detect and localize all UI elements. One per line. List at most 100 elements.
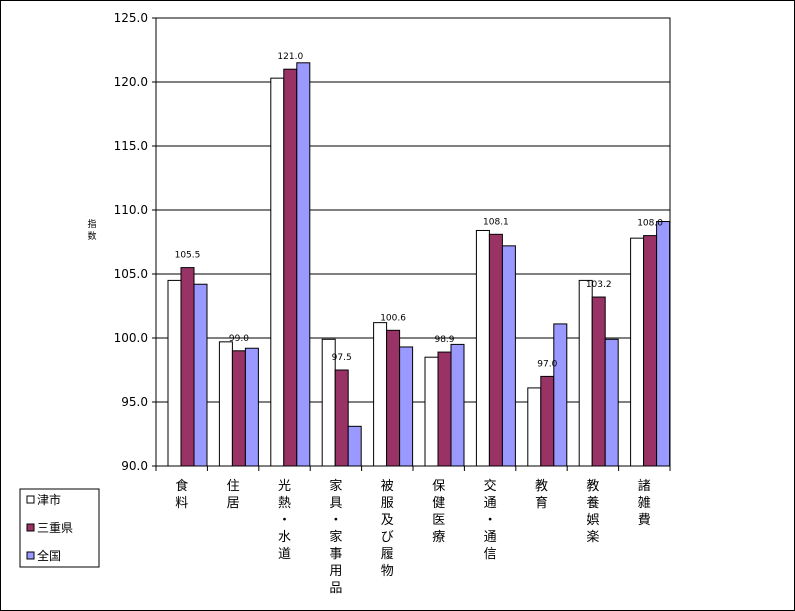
category-char: 費	[638, 513, 651, 528]
category-char: 熱	[278, 496, 291, 511]
category-char: 食	[175, 478, 188, 494]
y-tick-label: 100.0	[114, 331, 148, 345]
y-tick-label: 105.0	[114, 267, 148, 281]
legend-label: 全国	[37, 548, 61, 563]
category-char: 教	[535, 478, 548, 494]
bar	[630, 237, 645, 467]
category-char: 物	[381, 564, 394, 579]
category-char: 健	[432, 496, 445, 511]
bar	[296, 62, 311, 467]
data-label: 99.0	[229, 334, 249, 344]
data-label: 108.1	[483, 217, 509, 227]
bar	[643, 235, 658, 467]
category-char: 居	[227, 496, 240, 511]
category-char: 道	[278, 547, 291, 562]
y-axis-title-char: 指	[87, 218, 96, 230]
bar	[399, 346, 414, 467]
bar	[553, 323, 568, 467]
category-char: 医	[432, 513, 445, 528]
category-label: 住居	[227, 479, 240, 511]
bar	[373, 322, 388, 467]
bar	[283, 68, 298, 467]
bar	[167, 279, 182, 467]
y-tick-label: 120.0	[114, 75, 148, 89]
category-char: ・	[278, 513, 291, 528]
data-label: 108.0	[637, 219, 663, 229]
category-char: 光	[278, 479, 291, 494]
bar	[437, 351, 452, 467]
category-char: 諸	[638, 478, 651, 494]
category-char: 娯	[586, 513, 599, 528]
legend-swatch	[26, 551, 35, 560]
category-char: 被	[381, 479, 394, 494]
legend-swatch	[26, 523, 35, 532]
data-label: 121.0	[277, 52, 303, 62]
category-char: 住	[227, 479, 240, 494]
category-char: 服	[381, 496, 394, 511]
bar	[501, 245, 516, 467]
bar	[218, 341, 233, 467]
y-tick-label: 125.0	[114, 11, 148, 25]
bars	[167, 62, 671, 467]
data-label: 103.2	[586, 280, 612, 290]
bar	[591, 296, 606, 467]
bar	[450, 343, 465, 467]
category-char: ・	[484, 513, 497, 528]
category-label: 交通・通信	[484, 478, 497, 562]
legend-label: 三重県	[37, 521, 73, 535]
bar	[656, 221, 671, 467]
category-char: 事	[329, 547, 342, 562]
legend-label: 津市	[37, 492, 61, 507]
category-char: 家	[329, 529, 342, 545]
category-char: 用	[329, 564, 342, 579]
category-char: 育	[535, 495, 548, 511]
category-char: 履	[381, 547, 394, 562]
bar	[488, 233, 503, 467]
bar	[604, 338, 619, 467]
bar	[193, 283, 208, 467]
category-label: 教育	[535, 478, 548, 511]
legend-swatch	[26, 495, 35, 504]
category-char: 療	[432, 530, 445, 545]
category-label: 諸雑費	[638, 478, 651, 528]
category-char: 雑	[638, 495, 651, 511]
y-tick-label: 95.0	[121, 395, 148, 409]
data-label: 97.5	[332, 353, 352, 363]
bar	[475, 229, 490, 467]
y-axis-ticks: 90.0 95.0 100.0 105.0 110.0 115.0 120.0 125.0	[114, 11, 671, 473]
y-axis-title-char: 数	[87, 230, 96, 242]
data-label: 105.5	[175, 251, 201, 261]
category-char: 通	[484, 530, 497, 545]
y-tick-label: 115.0	[114, 139, 148, 153]
bar	[231, 350, 246, 467]
category-char: 交	[484, 478, 497, 494]
bar	[527, 387, 542, 467]
category-char: び	[381, 530, 394, 545]
bar	[270, 77, 285, 467]
bar	[424, 356, 439, 467]
category-char: 水	[278, 530, 291, 545]
category-char: 信	[484, 547, 497, 562]
bar	[540, 375, 555, 467]
category-char: ・	[329, 513, 342, 528]
category-char: 通	[484, 496, 497, 511]
bar	[578, 279, 593, 467]
bar	[334, 369, 349, 467]
category-char: 料	[175, 496, 188, 511]
bar	[386, 329, 401, 467]
category-char: 楽	[586, 529, 599, 545]
data-label: 98.9	[434, 335, 454, 345]
category-char: 教	[586, 478, 599, 494]
data-label: 100.6	[380, 313, 406, 323]
y-tick-label: 90.0	[121, 459, 148, 473]
category-label: 食料	[175, 478, 188, 511]
data-labels: 105.5 99.0 121.0 97.5 100.6 98.9 108.1 97.0 103.…	[175, 52, 664, 369]
y-axis-title: 指数	[87, 218, 96, 242]
category-char: 保	[432, 479, 445, 494]
